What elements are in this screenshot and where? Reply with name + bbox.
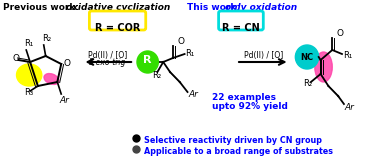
Circle shape xyxy=(295,45,319,69)
Circle shape xyxy=(137,51,158,73)
Text: R₂: R₂ xyxy=(153,71,162,80)
Text: R₃: R₃ xyxy=(24,87,33,96)
Text: O: O xyxy=(12,53,20,63)
Text: 22 examples: 22 examples xyxy=(212,93,276,102)
FancyBboxPatch shape xyxy=(218,11,263,30)
Text: Ar: Ar xyxy=(345,102,355,112)
Text: This work:: This work: xyxy=(186,3,243,12)
Text: O: O xyxy=(178,37,185,46)
Text: Previous work:: Previous work: xyxy=(3,3,82,12)
Text: Ar: Ar xyxy=(189,89,198,98)
Text: upto 92% yield: upto 92% yield xyxy=(212,102,288,111)
Ellipse shape xyxy=(315,52,332,82)
Text: R₁: R₁ xyxy=(24,39,34,48)
Text: Selective reactivity driven by CN group: Selective reactivity driven by CN group xyxy=(144,136,322,145)
Text: Applicable to a broad range of substrates: Applicable to a broad range of substrate… xyxy=(144,147,333,156)
Text: Pd(II) / [O]: Pd(II) / [O] xyxy=(244,51,283,60)
Text: oxidative cyclization: oxidative cyclization xyxy=(66,3,170,12)
Text: R = CN: R = CN xyxy=(222,23,260,33)
Text: R = COR: R = COR xyxy=(95,23,140,33)
Text: R₂: R₂ xyxy=(42,34,51,43)
Text: NC: NC xyxy=(301,52,314,61)
Text: 5-exo-trig: 5-exo-trig xyxy=(89,58,127,67)
Text: R₁: R₁ xyxy=(343,50,352,59)
Text: R: R xyxy=(143,55,152,65)
Text: O: O xyxy=(336,29,343,38)
Text: R₂: R₂ xyxy=(303,79,312,87)
Text: Pd(II) / [O]: Pd(II) / [O] xyxy=(88,51,127,60)
Text: Ar: Ar xyxy=(59,95,69,105)
Ellipse shape xyxy=(17,64,42,86)
Ellipse shape xyxy=(44,74,59,84)
FancyBboxPatch shape xyxy=(89,11,146,30)
Text: only oxidation: only oxidation xyxy=(225,3,297,12)
Text: R₁: R₁ xyxy=(186,48,195,57)
Text: O: O xyxy=(63,58,70,68)
